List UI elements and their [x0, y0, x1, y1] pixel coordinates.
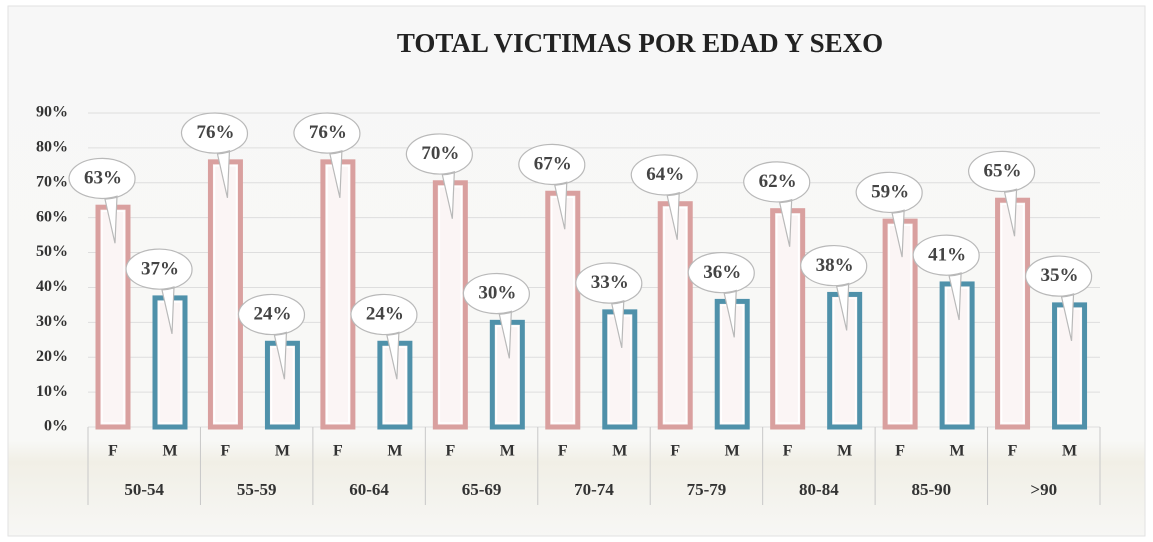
callout-bubble [180, 112, 249, 198]
callout-bubble [405, 133, 473, 219]
x-sub-label: M [1062, 443, 1077, 460]
x-group-label: 70-74 [574, 480, 614, 499]
data-label: 64% [646, 164, 684, 185]
x-sub-label: M [612, 443, 627, 460]
callout-bubble [687, 252, 755, 338]
bar [995, 197, 1031, 430]
y-tick-label: 90% [36, 104, 68, 121]
callout-bubble [125, 248, 193, 335]
callout-bubble [743, 161, 811, 247]
x-sub-label: F [1008, 443, 1018, 460]
data-label: 24% [366, 304, 404, 325]
x-sub-label: F [558, 443, 568, 460]
x-sub-label: M [725, 443, 740, 460]
chart-title: TOTAL VICTIMAS POR EDAD Y SEXO [397, 28, 883, 58]
x-sub-label: F [783, 443, 793, 460]
y-tick-label: 10% [36, 383, 68, 400]
data-label: 36% [703, 262, 741, 283]
data-label: 38% [816, 255, 854, 276]
bar [770, 208, 806, 430]
callout-bubble [237, 293, 306, 380]
data-label: 41% [928, 244, 966, 265]
callout-bubble [912, 234, 980, 321]
x-sub-label: F [108, 443, 118, 460]
x-group-label: 85-90 [911, 480, 951, 499]
bar [95, 204, 131, 430]
x-sub-label: M [950, 443, 965, 460]
x-sub-label: F [445, 443, 455, 460]
y-tick-label: 40% [36, 278, 68, 295]
callout-bubble [1025, 255, 1093, 342]
x-sub-label: M [275, 443, 290, 460]
callout-bubble [462, 272, 530, 359]
callout-bubble [800, 245, 868, 331]
x-group-label: 50-54 [124, 480, 164, 499]
x-group-label: >90 [1030, 480, 1057, 499]
callout-bubble [855, 171, 923, 258]
callout-bubble [575, 262, 643, 348]
x-group-label: 75-79 [687, 480, 727, 499]
callout-bubble [968, 150, 1036, 237]
x-sub-label: F [333, 443, 343, 460]
data-label: 62% [759, 171, 797, 192]
y-tick-label: 20% [36, 348, 68, 365]
data-label: 24% [253, 304, 291, 325]
y-tick-label: 50% [36, 243, 68, 260]
x-group-label: 65-69 [462, 480, 502, 499]
x-sub-label: M [162, 443, 177, 460]
data-label: 63% [84, 168, 122, 189]
y-tick-label: 80% [36, 139, 68, 156]
callout-bubble [68, 157, 136, 244]
y-tick-label: 70% [36, 173, 68, 190]
callout-bubble [350, 293, 418, 380]
callout-bubble [518, 143, 586, 230]
data-label: 65% [984, 161, 1022, 182]
bar [602, 309, 638, 430]
x-sub-label: M [500, 443, 515, 460]
callout-bubble [293, 112, 361, 198]
data-label: 30% [478, 283, 516, 304]
x-group-label: 60-64 [349, 480, 389, 499]
x-group-label: 55-59 [237, 480, 277, 499]
data-label: 59% [871, 182, 909, 203]
x-sub-label: M [837, 443, 852, 460]
y-tick-label: 30% [36, 313, 68, 330]
data-label: 35% [1041, 265, 1079, 286]
x-sub-label: F [895, 443, 905, 460]
x-sub-label: M [387, 443, 402, 460]
data-label: 76% [309, 122, 347, 143]
data-label: 76% [196, 122, 234, 143]
x-sub-label: F [221, 443, 231, 460]
x-sub-label: F [670, 443, 680, 460]
y-tick-label: 0% [44, 418, 68, 435]
data-label: 67% [534, 154, 572, 175]
y-tick-label: 60% [36, 208, 68, 225]
data-label: 33% [591, 272, 629, 293]
callout-bubble [630, 154, 698, 240]
x-group-label: 80-84 [799, 480, 839, 499]
data-label: 37% [141, 258, 179, 279]
bar [939, 281, 975, 430]
data-label: 70% [421, 143, 459, 164]
